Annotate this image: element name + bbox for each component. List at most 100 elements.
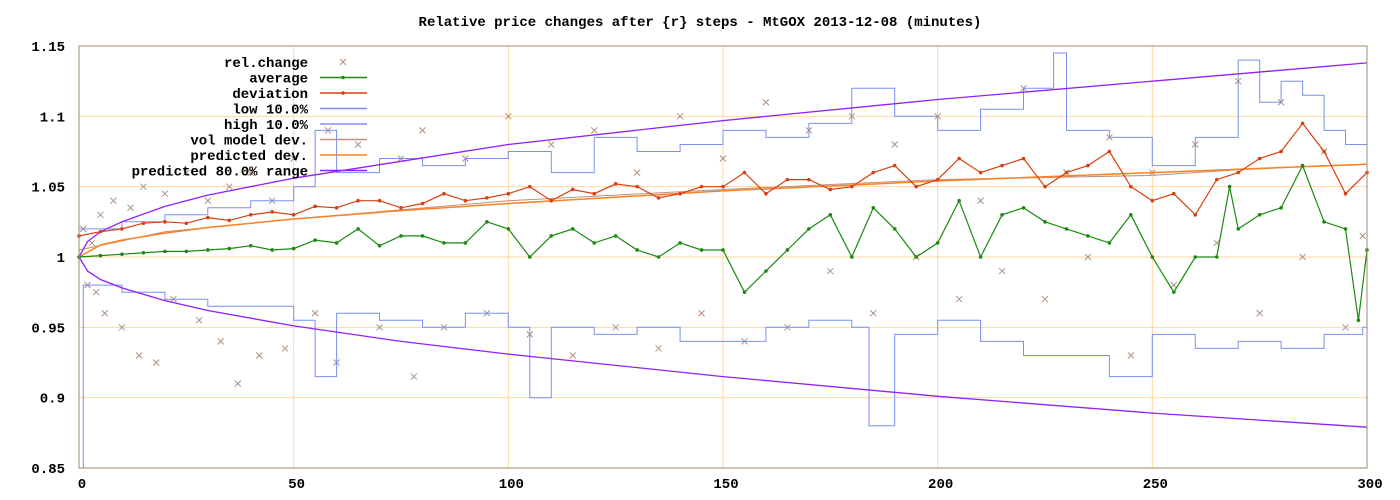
rel-change-point <box>676 112 684 120</box>
y-tick-label: 0.85 <box>31 462 65 478</box>
deviation-point <box>206 215 210 220</box>
rel-change-point <box>719 155 727 162</box>
rel-change-point <box>419 127 426 134</box>
rel-change-point <box>97 211 104 219</box>
deviation-point <box>871 170 876 175</box>
deviation-point <box>463 198 468 203</box>
rel-change-point <box>1170 281 1178 289</box>
average-point <box>248 243 253 248</box>
deviation-point <box>442 191 446 196</box>
deviation-point <box>549 198 554 203</box>
average-point <box>506 227 511 231</box>
legend-swatch-point <box>341 75 345 80</box>
average-point <box>442 241 446 245</box>
average-point <box>892 227 897 231</box>
deviation-point <box>1236 170 1240 175</box>
deviation-point <box>978 170 983 175</box>
rel-change-point <box>204 197 212 205</box>
average-point <box>592 241 596 245</box>
deviation-point <box>1300 121 1305 126</box>
deviation-point <box>850 184 854 189</box>
y-tick-label: 1.15 <box>31 40 65 56</box>
rel-change-point <box>109 197 117 205</box>
rel-change-point <box>311 309 319 317</box>
legend-label: rel.change <box>224 56 308 72</box>
deviation-point <box>764 191 768 196</box>
average-point <box>1356 318 1361 323</box>
legend-swatch <box>339 58 347 66</box>
average-point <box>420 234 425 238</box>
legend-item: vol model dev. <box>190 134 367 150</box>
average-point <box>1214 255 1219 259</box>
plot-area <box>77 52 1369 469</box>
series-low-10 <box>79 284 1368 469</box>
rel-change-point <box>633 169 641 176</box>
rel-change-point <box>1084 253 1092 261</box>
average-point <box>742 290 747 294</box>
average-point <box>1086 234 1090 238</box>
legend-label: low 10.0% <box>232 103 308 119</box>
legend-item: deviation <box>232 87 367 103</box>
rel-change-point <box>354 141 362 148</box>
deviation-point <box>1086 163 1090 168</box>
deviation-point <box>227 218 232 223</box>
average-point <box>828 213 833 217</box>
deviation-point <box>1214 177 1219 182</box>
x-tick-label: 50 <box>288 477 305 493</box>
deviation-point <box>957 156 961 161</box>
average-point <box>270 248 275 252</box>
deviation-point <box>1322 149 1326 154</box>
x-tick-label: 0 <box>78 477 86 493</box>
deviation-point <box>420 201 425 206</box>
rel-change-point <box>955 295 963 303</box>
y-tick-label: 1.05 <box>31 181 65 197</box>
average-point <box>635 248 639 252</box>
legend-swatch-point <box>341 91 345 95</box>
deviation-point <box>613 182 618 186</box>
average-point <box>957 198 961 203</box>
rel-change-point <box>127 204 134 212</box>
average-point <box>1043 220 1047 224</box>
average-point <box>98 253 103 258</box>
average-point <box>291 246 296 251</box>
average-point <box>334 241 339 245</box>
average-point <box>656 255 661 259</box>
deviation-point <box>377 198 382 203</box>
average-point <box>1129 213 1133 217</box>
x-tick-label: 100 <box>499 477 524 493</box>
average-point <box>1322 220 1326 224</box>
rel-change-point <box>101 309 109 317</box>
rel-change-point <box>762 98 770 106</box>
deviation-point <box>98 229 103 234</box>
rel-change-point <box>504 112 512 120</box>
average-point <box>721 248 725 252</box>
x-tick-label: 300 <box>1357 477 1382 493</box>
average-point <box>1343 227 1348 231</box>
deviation-point <box>635 184 639 189</box>
deviation-point <box>1279 149 1283 154</box>
average-point <box>1107 241 1112 245</box>
deviation-point <box>892 163 897 168</box>
rel-change-point <box>547 141 555 148</box>
rel-change-point <box>135 352 143 359</box>
average-point <box>549 234 554 238</box>
rel-change-point <box>1342 323 1349 331</box>
average-point <box>356 227 360 231</box>
deviation-point <box>807 177 811 182</box>
rel-change-point <box>410 373 418 380</box>
y-tick-label: 0.9 <box>40 392 65 408</box>
average-point <box>1172 290 1176 294</box>
legend-label: average <box>249 72 308 88</box>
deviation-point <box>1150 198 1155 203</box>
deviation-point <box>1000 163 1004 168</box>
average-point <box>120 252 124 256</box>
rel-change-point <box>1299 253 1306 261</box>
rel-change-point <box>92 288 100 296</box>
average-point <box>935 241 940 245</box>
deviation-point <box>163 220 167 224</box>
rel-change-point <box>152 359 160 366</box>
plot-frame <box>78 45 1368 469</box>
average-point <box>463 241 468 245</box>
rel-change-point <box>290 155 298 162</box>
chart-title: Relative price changes after {r} steps -… <box>419 15 982 31</box>
